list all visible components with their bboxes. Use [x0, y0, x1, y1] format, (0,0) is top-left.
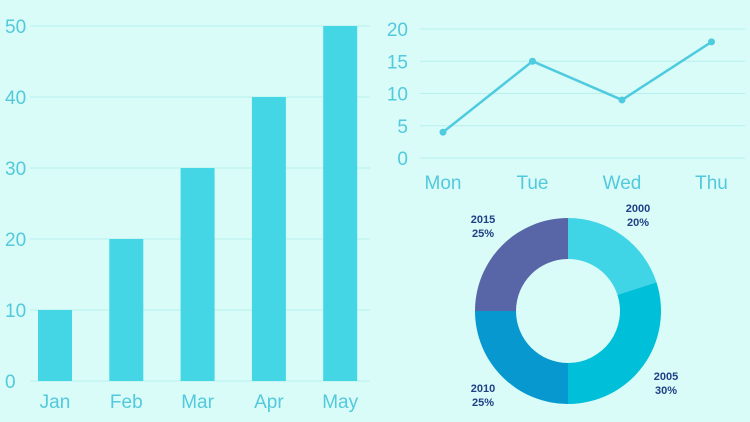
- line-x-tick-label: Tue: [516, 173, 548, 194]
- bar-x-tick-label: Apr: [254, 392, 284, 413]
- line-point: [618, 96, 626, 104]
- bar: [180, 168, 215, 381]
- line-point: [708, 38, 715, 46]
- donut-slice-label: 2000: [626, 203, 650, 215]
- bar: [109, 239, 144, 381]
- donut-slice: [475, 311, 568, 404]
- bar-y-tick-label: 20: [5, 230, 26, 251]
- donut-slice: [475, 218, 568, 311]
- bar-x-tick-label: Mar: [181, 392, 214, 413]
- line-point: [529, 57, 536, 65]
- donut-slice-percent: 20%: [627, 217, 649, 229]
- bar-y-tick-label: 40: [5, 88, 26, 109]
- bar: [38, 310, 72, 381]
- bar-chart: 0 10 20 30 40 50 Jan Feb Mar Apr May: [5, 17, 370, 413]
- line-y-tick-label: 15: [387, 52, 408, 73]
- bar: [251, 97, 286, 381]
- line-x-tick-label: Wed: [603, 173, 642, 194]
- donut-slice: [568, 282, 662, 404]
- line-x-tick-label: Mon: [425, 173, 462, 194]
- donut-chart: 2000 20% 2005 30% 2010 25% 2015 25%: [471, 203, 678, 409]
- line-chart: 0 5 10 15 20 Mon Tue Wed Thu: [387, 20, 745, 194]
- bar-y-tick-label: 10: [5, 301, 26, 322]
- donut-slice: [568, 218, 657, 295]
- bar-x-tick-label: May: [322, 392, 358, 413]
- bar: [323, 26, 358, 381]
- donut-slice-percent: 25%: [472, 397, 494, 409]
- line-y-tick-label: 20: [387, 20, 408, 41]
- bar-y-tick-label: 30: [5, 159, 26, 180]
- bar-y-tick-label: 0: [5, 372, 16, 393]
- bar-x-tick-label: Jan: [40, 392, 71, 413]
- line-y-tick-label: 10: [387, 85, 408, 106]
- donut-slice-percent: 25%: [472, 228, 494, 240]
- line-y-tick-label: 5: [397, 117, 408, 138]
- line-x-tick-label: Thu: [695, 173, 728, 194]
- donut-slice-label: 2010: [471, 383, 495, 395]
- donut-slice-label: 2015: [471, 214, 495, 226]
- bar-y-tick-label: 50: [5, 17, 26, 38]
- line-point: [439, 128, 447, 136]
- line-y-tick-label: 0: [397, 149, 408, 170]
- donut-slice-percent: 30%: [655, 385, 677, 397]
- bar-x-tick-label: Feb: [110, 392, 143, 413]
- line-series: [442, 40, 713, 134]
- donut-slice-label: 2005: [654, 371, 678, 383]
